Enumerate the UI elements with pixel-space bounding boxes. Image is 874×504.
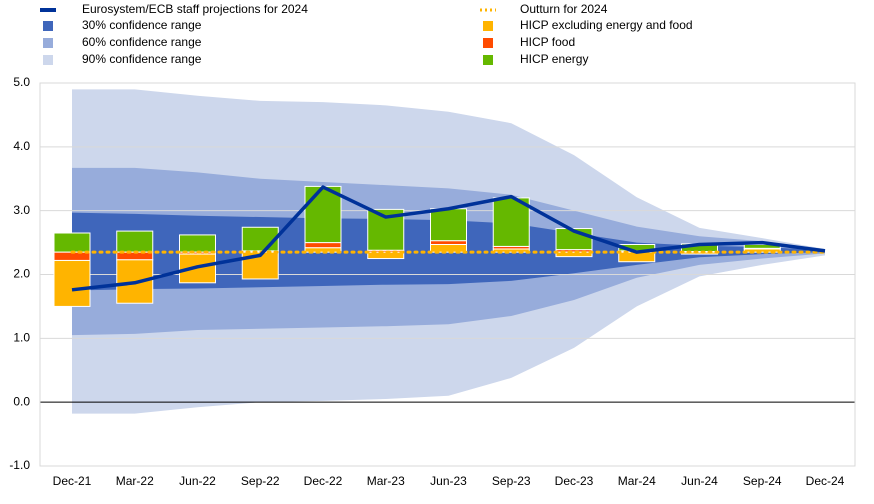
contribution-bar	[116, 230, 154, 253]
y-tick-label: 2.0	[13, 267, 30, 281]
x-tick-label: Jun-24	[681, 474, 718, 488]
plot-frame	[39, 82, 856, 467]
y-tick-label: 0.0	[13, 394, 30, 408]
x-tick-label: Mar-23	[367, 474, 405, 488]
legend-label: Eurosystem/ECB staff projections for 202…	[82, 2, 308, 16]
legend-label: 30% confidence range	[82, 18, 202, 32]
contribution-bar	[53, 259, 91, 307]
x-tick-label: Sep-22	[241, 474, 280, 488]
y-tick-label: 1.0	[13, 331, 30, 345]
y-tick-label: 3.0	[13, 203, 30, 217]
contribution-bar	[179, 234, 216, 253]
x-tick-label: Mar-24	[618, 474, 656, 488]
contribution-bar	[304, 242, 342, 249]
contribution-bar	[492, 197, 530, 247]
legend-marker	[483, 55, 493, 65]
x-tick-label: Dec-21	[53, 474, 92, 488]
x-tick-label: Dec-24	[806, 474, 845, 488]
y-tick-label: 4.0	[13, 139, 30, 153]
y-tick-label: -1.0	[9, 458, 30, 472]
x-tick-label: Sep-23	[492, 474, 531, 488]
x-tick-label: Dec-23	[555, 474, 594, 488]
legend-label: HICP energy	[520, 52, 588, 66]
legend-label: HICP food	[520, 35, 575, 49]
legend-marker	[483, 21, 493, 31]
legend-label: 60% confidence range	[82, 35, 202, 49]
legend-label: 90% confidence range	[82, 52, 202, 66]
x-tick-label: Sep-24	[743, 474, 782, 488]
legend-label: HICP excluding energy and food	[520, 18, 693, 32]
contribution-bar	[430, 208, 467, 242]
contribution-bar	[53, 232, 91, 253]
legend-marker	[43, 38, 53, 48]
legend-marker	[483, 38, 493, 48]
legend-marker	[43, 55, 53, 65]
legend-label: Outturn for 2024	[520, 2, 608, 16]
contribution-bar	[555, 251, 593, 258]
projection-line	[71, 185, 826, 292]
x-tick-label: Jun-22	[179, 474, 216, 488]
x-tick-label: Jun-23	[430, 474, 467, 488]
contribution-bar	[430, 240, 467, 245]
x-tick-label: Mar-22	[116, 474, 154, 488]
legend-marker	[43, 21, 53, 31]
y-tick-label: 5.0	[13, 75, 30, 89]
contribution-bar	[304, 185, 342, 244]
x-tick-label: Dec-22	[304, 474, 343, 488]
